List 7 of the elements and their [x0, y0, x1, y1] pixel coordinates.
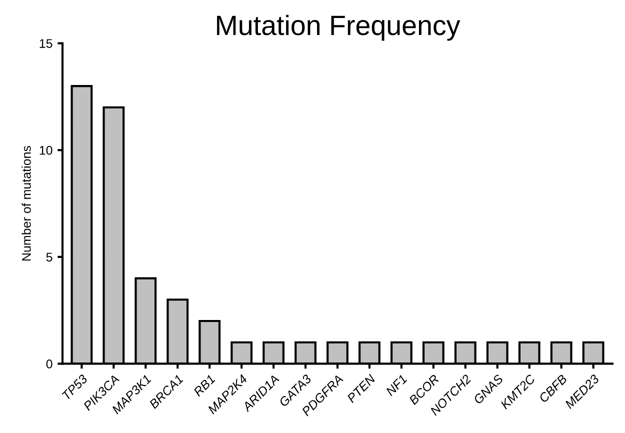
y-axis-title: Number of mutations [22, 146, 31, 260]
y-tick-label: 0 [46, 360, 52, 368]
chart-title: Mutation Frequency [217, 14, 460, 41]
y-tick-label: 15 [40, 39, 52, 48]
x-tick-label: NF1 [385, 374, 408, 396]
y-tick-label: 10 [40, 146, 52, 155]
y-tick-label: 5 [46, 252, 52, 262]
